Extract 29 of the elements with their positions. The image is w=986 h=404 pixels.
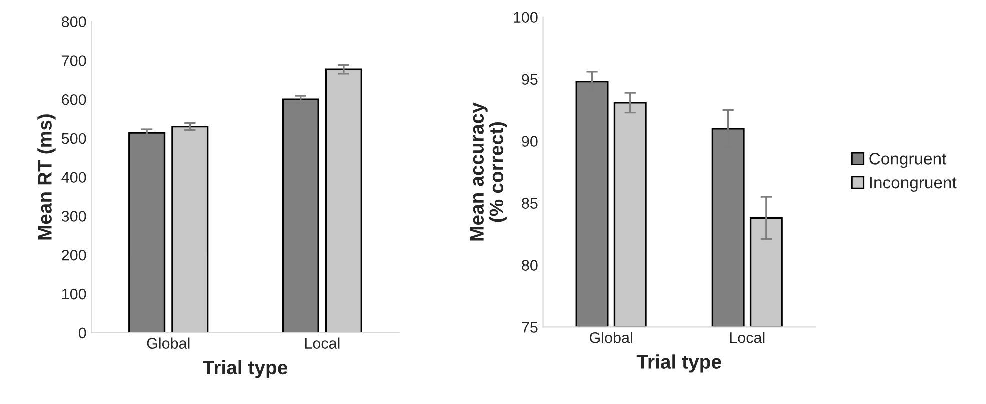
x-axis-title: Trial type bbox=[636, 354, 722, 373]
x-axis-title: Trial type bbox=[203, 360, 288, 378]
y-tick-label: 200 bbox=[62, 250, 86, 261]
y-tick-label: 800 bbox=[62, 16, 86, 28]
legend-label: Incongruent bbox=[870, 177, 957, 192]
y-tick-label: 700 bbox=[62, 56, 86, 66]
y-tick-label: 500 bbox=[62, 133, 86, 144]
bar bbox=[282, 98, 320, 333]
x-tick-label: Global bbox=[147, 338, 190, 349]
y-tick-label: 400 bbox=[62, 172, 86, 184]
y-axis-title: Mean RT (ms) bbox=[38, 114, 56, 240]
y-axis-title: Mean accuracy (% correct) bbox=[470, 102, 508, 241]
y-tick-label: 75 bbox=[522, 322, 538, 333]
bar bbox=[128, 132, 166, 333]
y-tick-label: 600 bbox=[62, 94, 86, 106]
y-tick-label: 90 bbox=[522, 136, 538, 148]
y-tick-label: 100 bbox=[62, 288, 86, 300]
x-tick-label: Local bbox=[730, 332, 765, 344]
legend-label: Congruent bbox=[870, 153, 947, 168]
y-tick-label: 95 bbox=[522, 74, 538, 86]
y-tick-label: 300 bbox=[62, 211, 86, 222]
x-tick-label: Local bbox=[305, 338, 340, 349]
x-tick-label: Global bbox=[590, 332, 632, 344]
y-tick-label: 100 bbox=[514, 12, 538, 24]
y-tick-label: 80 bbox=[522, 260, 538, 271]
y-tick-label: 0 bbox=[78, 328, 86, 339]
bar bbox=[325, 68, 362, 333]
bar bbox=[172, 126, 209, 333]
y-tick-label: 85 bbox=[522, 198, 538, 209]
